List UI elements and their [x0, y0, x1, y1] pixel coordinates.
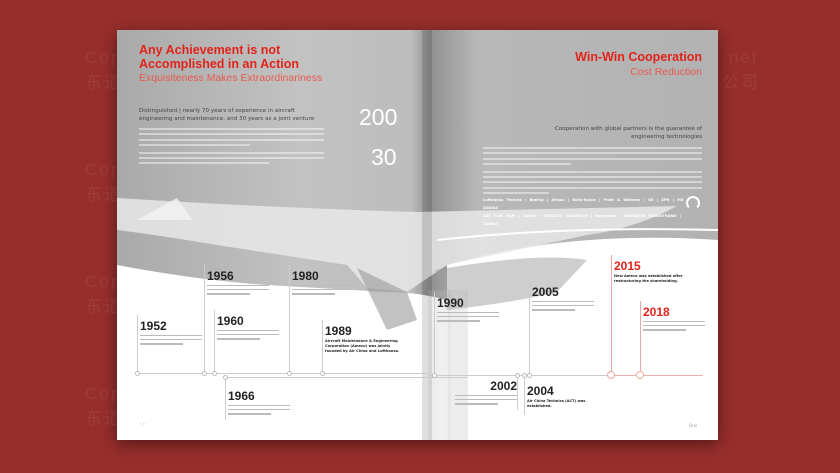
footer-logo: One: [689, 423, 698, 428]
event-year: 2018: [643, 305, 670, 319]
event-description: Air China Technics (ACT) was established…: [527, 399, 586, 408]
timeline-dot: [636, 371, 644, 379]
timeline-event: 2015 New Ameco was established after rest…: [614, 260, 694, 284]
partner-logo-icon: [686, 196, 700, 210]
event-description-lines: [217, 330, 279, 340]
event-description-lines: [292, 285, 354, 295]
left-page-title: Any Achievement is not Accomplished in a…: [139, 43, 299, 71]
timeline-event: 1990: [437, 297, 499, 322]
timeline-dot: [287, 371, 292, 376]
left-body-text: [139, 128, 324, 168]
watermark: 东道: [85, 185, 123, 204]
timeline-connector: [524, 375, 525, 415]
watermark: 东道: [85, 297, 123, 316]
watermark: 东道: [85, 409, 123, 428]
right-page-lead: Cooperation with global partners is the …: [554, 126, 702, 140]
event-description-lines: [228, 405, 290, 415]
timeline-connector: [322, 320, 323, 373]
timeline-connector: [204, 265, 205, 373]
event-description-lines: [207, 285, 269, 295]
timeline-dot: [432, 373, 437, 378]
stat-value: 200: [359, 104, 398, 130]
timeline-dot: [202, 371, 207, 376]
watermark: 东道: [85, 73, 123, 92]
timeline-dot: [515, 373, 520, 378]
timeline-dot: [527, 373, 532, 378]
event-description-lines: [643, 321, 705, 331]
timeline-dot: [320, 371, 325, 376]
airplane-background: [117, 30, 718, 440]
brochure-spread: Any Achievement is not Accomplished in a…: [117, 30, 718, 440]
left-page-lead: Distinguished | nearly 70 years of exper…: [139, 108, 315, 122]
event-year: 1952: [140, 319, 167, 333]
timeline-dot: [135, 371, 140, 376]
timeline-axis: [137, 373, 428, 374]
timeline-connector: [289, 265, 290, 373]
timeline-connector: [214, 310, 215, 373]
event-year: 1960: [217, 314, 244, 328]
event-year: 1956: [207, 269, 234, 283]
timeline-dot: [607, 371, 615, 379]
wing-shape: [117, 198, 677, 292]
event-year: 2005: [532, 285, 559, 299]
event-year: 1989: [325, 324, 352, 338]
event-description-lines: [455, 395, 517, 405]
timeline-event: 1966: [228, 390, 290, 415]
timeline-event: 1989 Aircraft Maintenance & Engineering C…: [325, 325, 405, 354]
partner-list: Lufthansa Technik | Boeing | Airbus | Ro…: [483, 198, 689, 226]
event-description: New Ameco was established after restruct…: [614, 274, 683, 283]
event-year: 1966: [228, 389, 255, 403]
timeline-connector: [640, 301, 641, 375]
event-year: 1990: [437, 296, 464, 310]
left-page-subtitle: Exquisiteness Makes Extraordinariness: [139, 72, 323, 84]
timeline-connector: [137, 315, 138, 373]
event-year: 2002: [490, 379, 517, 393]
timeline-dot: [522, 373, 527, 378]
timeline-connector: [434, 292, 435, 375]
event-description: Aircraft Maintenance & Engineering Corpo…: [325, 339, 400, 353]
timeline-event: 2002: [455, 380, 517, 405]
timeline-event: 2018: [643, 306, 705, 331]
event-year: 1980: [292, 269, 319, 283]
timeline-event: 1952: [140, 320, 202, 345]
watermark: .net: [722, 48, 759, 67]
stat-value: 30: [371, 144, 397, 170]
right-page-subtitle: Cost Reduction: [630, 66, 702, 78]
timeline-dot: [223, 375, 228, 380]
timeline-event: 1980: [292, 270, 354, 295]
page-number: ·· / ··: [139, 422, 147, 426]
timeline-event: 1960: [217, 315, 279, 340]
watermark: 公司: [722, 73, 760, 92]
timeline-event: 2005: [532, 286, 594, 311]
right-page-title: Win-Win Cooperation: [575, 50, 702, 64]
timeline-connector: [611, 255, 612, 375]
event-description-lines: [532, 301, 594, 311]
event-description-lines: [140, 335, 202, 345]
timeline-connector: [517, 375, 518, 410]
event-description-lines: [437, 312, 499, 322]
timeline-axis-lower: [227, 377, 467, 378]
timeline-connector: [529, 281, 530, 375]
right-body-text: [483, 147, 702, 197]
timeline-dot: [212, 371, 217, 376]
event-year: 2004: [527, 384, 554, 398]
timeline-event: 2004 Air China Technics (ACT) was establi…: [527, 385, 607, 409]
event-year: 2015: [614, 259, 641, 273]
timeline-event: 1956: [207, 270, 269, 295]
timeline-connector: [225, 377, 226, 420]
